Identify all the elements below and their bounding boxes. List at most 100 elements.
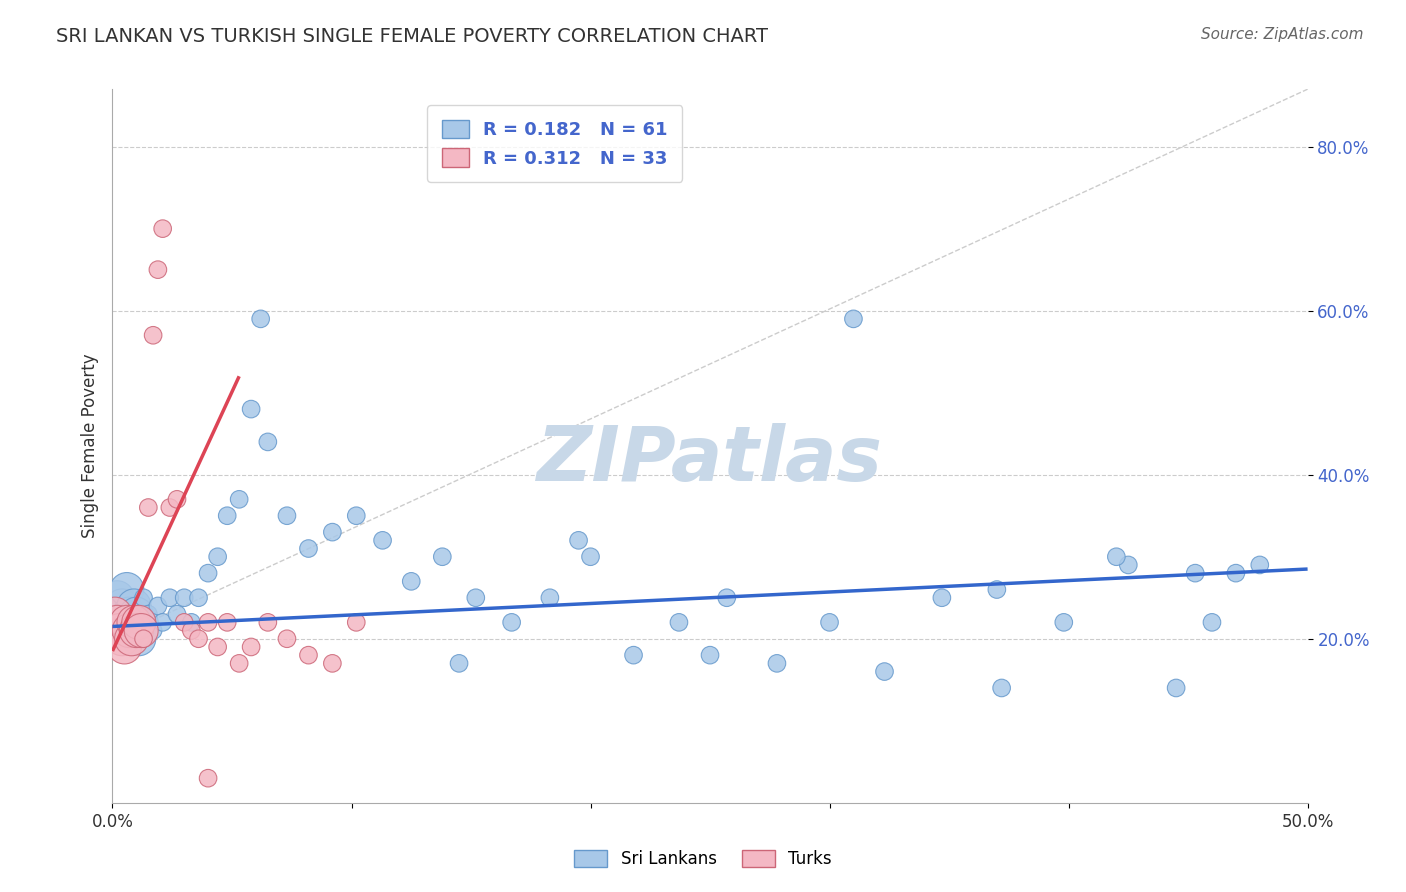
Point — [501, 615, 523, 630]
Point — [114, 624, 135, 638]
Point — [401, 574, 423, 589]
Point — [249, 311, 271, 326]
Point — [464, 591, 486, 605]
Point — [197, 771, 219, 785]
Point — [1053, 615, 1076, 630]
Point — [217, 508, 239, 523]
Point — [207, 640, 229, 654]
Legend: R = 0.182   N = 61, R = 0.312   N = 33: R = 0.182 N = 61, R = 0.312 N = 33 — [427, 105, 682, 182]
Point — [321, 657, 343, 671]
Point — [118, 607, 141, 622]
Point — [159, 591, 181, 605]
Point — [129, 615, 152, 630]
Point — [122, 615, 145, 630]
Point — [121, 632, 143, 646]
Text: ZIPatlas: ZIPatlas — [537, 424, 883, 497]
Point — [187, 632, 209, 646]
Point — [240, 402, 263, 417]
Point — [344, 615, 367, 630]
Point — [990, 681, 1012, 695]
Point — [228, 492, 250, 507]
Point — [699, 648, 721, 662]
Point — [138, 607, 160, 622]
Point — [321, 525, 343, 540]
Point — [568, 533, 591, 548]
Point — [1166, 681, 1188, 695]
Point — [105, 591, 128, 605]
Point — [818, 615, 841, 630]
Point — [173, 591, 195, 605]
Y-axis label: Single Female Poverty: Single Female Poverty — [80, 354, 98, 538]
Point — [257, 434, 280, 449]
Point — [166, 492, 188, 507]
Point — [166, 607, 188, 622]
Point — [142, 328, 165, 343]
Point — [173, 615, 195, 630]
Legend: Sri Lankans, Turks: Sri Lankans, Turks — [568, 843, 838, 875]
Point — [371, 533, 394, 548]
Point — [1118, 558, 1140, 572]
Point — [159, 500, 181, 515]
Point — [276, 508, 298, 523]
Point — [217, 615, 239, 630]
Point — [1249, 558, 1271, 572]
Point — [152, 221, 174, 235]
Point — [111, 599, 134, 613]
Point — [128, 615, 150, 630]
Point — [187, 591, 209, 605]
Point — [138, 500, 160, 515]
Point — [1225, 566, 1247, 581]
Point — [104, 607, 127, 622]
Point — [197, 566, 219, 581]
Point — [108, 624, 131, 638]
Point — [146, 262, 169, 277]
Point — [132, 591, 155, 605]
Point — [115, 582, 138, 597]
Point — [115, 615, 138, 630]
Point — [1201, 615, 1223, 630]
Point — [1184, 566, 1206, 581]
Point — [152, 615, 174, 630]
Point — [873, 665, 896, 679]
Point — [447, 657, 470, 671]
Point — [297, 648, 319, 662]
Point — [125, 624, 148, 638]
Point — [146, 599, 169, 613]
Point — [180, 615, 202, 630]
Text: SRI LANKAN VS TURKISH SINGLE FEMALE POVERTY CORRELATION CHART: SRI LANKAN VS TURKISH SINGLE FEMALE POVE… — [56, 27, 768, 45]
Point — [228, 657, 250, 671]
Point — [121, 615, 143, 630]
Point — [538, 591, 561, 605]
Point — [432, 549, 454, 564]
Point — [986, 582, 1008, 597]
Point — [668, 615, 690, 630]
Point — [105, 615, 128, 630]
Point — [257, 615, 280, 630]
Point — [716, 591, 738, 605]
Point — [108, 615, 131, 630]
Point — [240, 640, 263, 654]
Point — [623, 648, 645, 662]
Point — [842, 311, 865, 326]
Point — [122, 599, 145, 613]
Point — [104, 607, 127, 622]
Point — [766, 657, 789, 671]
Point — [132, 632, 155, 646]
Point — [207, 549, 229, 564]
Point — [114, 640, 135, 654]
Point — [180, 624, 202, 638]
Point — [142, 624, 165, 638]
Point — [931, 591, 953, 605]
Point — [344, 508, 367, 523]
Point — [579, 549, 602, 564]
Point — [111, 632, 134, 646]
Point — [125, 607, 148, 622]
Point — [129, 624, 152, 638]
Text: Source: ZipAtlas.com: Source: ZipAtlas.com — [1201, 27, 1364, 42]
Point — [128, 632, 150, 646]
Point — [1105, 549, 1128, 564]
Point — [197, 615, 219, 630]
Point — [118, 624, 141, 638]
Point — [276, 632, 298, 646]
Point — [297, 541, 319, 556]
